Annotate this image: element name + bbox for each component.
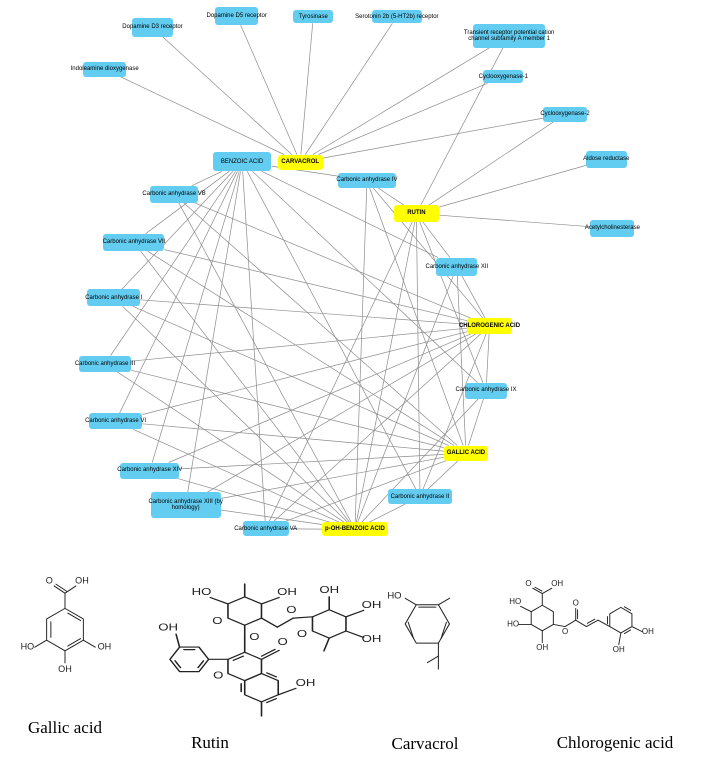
svg-text:OH: OH: [296, 678, 316, 688]
svg-text:O: O: [562, 627, 568, 636]
svg-text:OH: OH: [362, 634, 381, 644]
svg-text:O: O: [249, 632, 259, 642]
svg-text:OH: OH: [362, 600, 381, 610]
svg-text:OH: OH: [58, 664, 72, 672]
svg-text:OH: OH: [277, 587, 297, 597]
svg-text:HO: HO: [21, 642, 35, 652]
svg-text:OH: OH: [75, 576, 89, 586]
svg-text:OH: OH: [158, 623, 178, 633]
svg-text:HO: HO: [509, 597, 521, 606]
svg-text:O: O: [525, 579, 531, 588]
svg-text:O: O: [297, 629, 307, 639]
svg-text:OH: OH: [98, 642, 112, 652]
svg-text:O: O: [213, 671, 223, 681]
svg-text:OH: OH: [613, 645, 625, 654]
svg-text:OH: OH: [642, 627, 654, 636]
svg-text:HO: HO: [507, 620, 519, 629]
svg-text:O: O: [286, 605, 296, 615]
svg-text:OH: OH: [551, 579, 563, 588]
svg-text:O: O: [46, 576, 53, 586]
svg-text:O: O: [277, 638, 287, 648]
svg-text:OH: OH: [536, 643, 548, 652]
svg-text:HO: HO: [192, 587, 212, 597]
svg-text:HO: HO: [387, 591, 401, 602]
svg-text:O: O: [573, 598, 579, 607]
svg-text:OH: OH: [319, 585, 339, 595]
svg-text:O: O: [212, 616, 222, 626]
